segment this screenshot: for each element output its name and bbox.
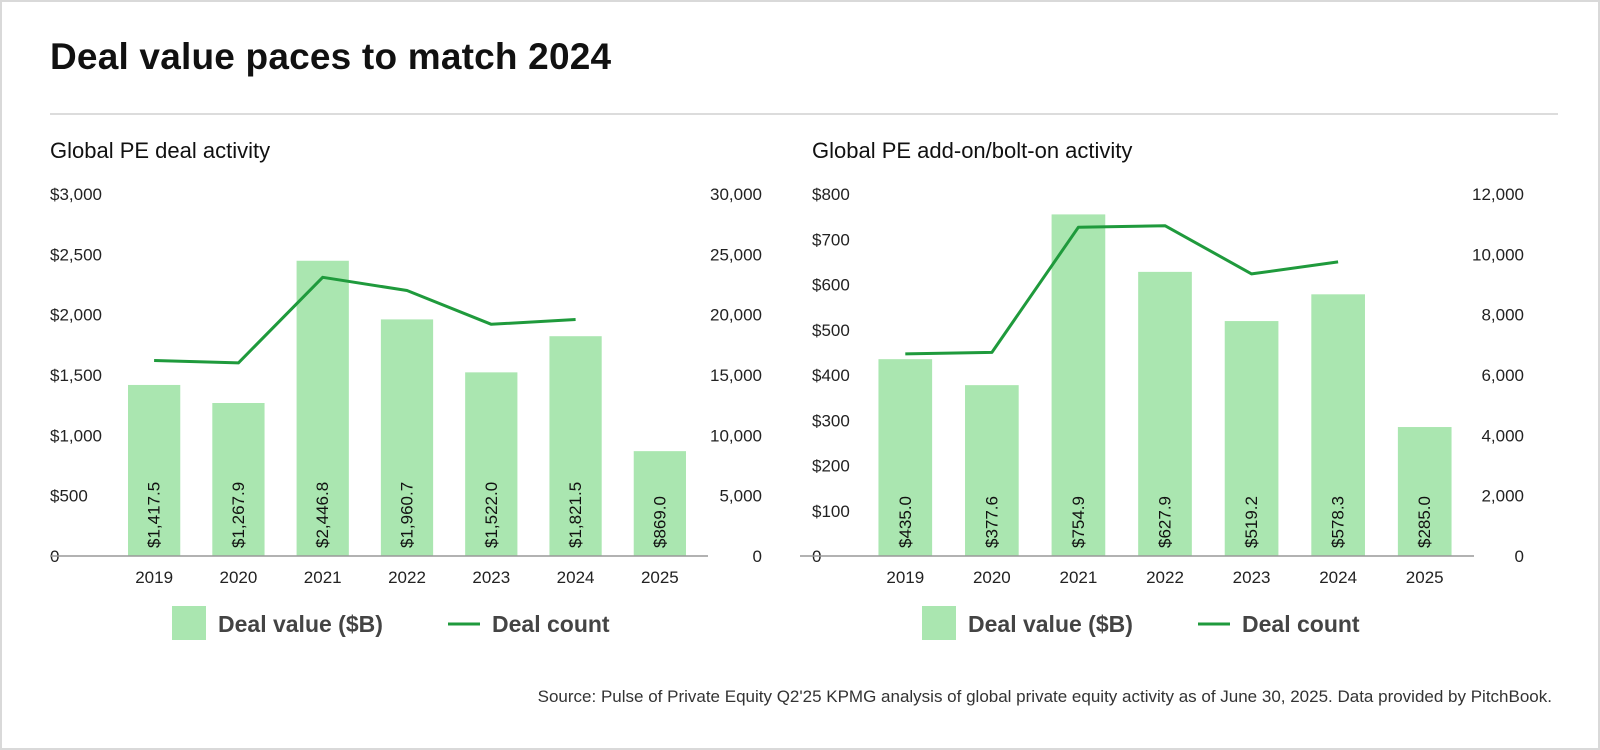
bar-2023 (465, 372, 518, 556)
chart-title-addon-activity: Global PE add-on/bolt-on activity (812, 138, 1133, 163)
y-right-tick-label: 25,000 (710, 245, 762, 264)
bar-data-label: $285.0 (1415, 496, 1434, 548)
x-tick-label: 2022 (388, 568, 426, 587)
legend-deal-value-label: Deal value ($B) (218, 611, 383, 637)
x-tick-label: 2020 (973, 568, 1011, 587)
deal-activity-chart: 0$500$1,000$1,500$2,000$2,500$3,00005,00… (50, 185, 762, 640)
y-left-tick-label: $800 (812, 185, 850, 204)
bar-data-label: $435.0 (896, 496, 915, 548)
bar-2021 (1051, 214, 1106, 556)
y-right-tick-label: 5,000 (719, 487, 762, 506)
y-left-tick-label: $2,500 (50, 245, 102, 264)
bar-data-label: $1,522.0 (482, 482, 501, 548)
deal-count-line (154, 275, 576, 365)
source-note: Source: Pulse of Private Equity Q2'25 KP… (537, 687, 1552, 706)
x-tick-label: 2025 (1406, 568, 1444, 587)
y-right-tick-label: 10,000 (710, 426, 762, 445)
y-right-tick-label: 15,000 (710, 366, 762, 385)
legend-deal-count-label: Deal count (1242, 611, 1360, 637)
bar-2025 (633, 451, 686, 556)
x-tick-label: 2023 (1233, 568, 1271, 587)
bar-data-label: $2,446.8 (313, 482, 332, 548)
y-right-tick-label: 30,000 (710, 185, 762, 204)
bar-data-label: $754.9 (1069, 496, 1088, 548)
y-right-tick-label: 4,000 (1481, 426, 1524, 445)
y-right-tick-label: 0 (753, 547, 762, 566)
x-tick-label: 2021 (304, 568, 342, 587)
x-tick-label: 2024 (557, 568, 595, 587)
y-left-tick-label: $600 (812, 276, 850, 295)
bar-data-label: $1,267.9 (229, 482, 248, 548)
y-right-tick-label: 6,000 (1481, 366, 1524, 385)
y-left-tick-label: $1,000 (50, 426, 102, 445)
y-left-tick-label: $200 (812, 457, 850, 476)
bar-data-label: $1,821.5 (566, 482, 585, 548)
x-tick-label: 2019 (135, 568, 173, 587)
legend-bar-swatch (922, 606, 956, 640)
bar-data-label: $627.9 (1156, 496, 1175, 548)
bar-2024 (1311, 294, 1365, 556)
bar-data-label: $869.0 (650, 496, 669, 548)
y-left-tick-label: $2,000 (50, 306, 102, 325)
bar-2019 (128, 384, 181, 556)
y-right-tick-label: 2,000 (1481, 487, 1524, 506)
bar-2020 (965, 385, 1019, 556)
y-left-tick-label: $100 (812, 502, 850, 521)
x-tick-label: 2023 (472, 568, 510, 587)
y-right-tick-label: 8,000 (1481, 306, 1524, 325)
x-tick-label: 2019 (886, 568, 924, 587)
bar-2019 (878, 359, 933, 556)
bar-2022 (1138, 271, 1192, 556)
bar-2021 (296, 260, 349, 556)
y-right-tick-label: 10,000 (1472, 245, 1524, 264)
bar-2022 (380, 319, 434, 556)
y-left-tick-label: $1,500 (50, 366, 102, 385)
legend-bar-swatch (172, 606, 206, 640)
y-right-tick-label: 20,000 (710, 306, 762, 325)
bar-data-label: $1,417.5 (145, 482, 164, 548)
y-left-tick-label: $400 (812, 366, 850, 385)
x-tick-label: 2021 (1060, 568, 1098, 587)
bar-data-label: $377.6 (982, 496, 1001, 548)
x-tick-label: 2025 (641, 568, 679, 587)
bar-data-label: $1,960.7 (398, 482, 417, 548)
y-left-tick-label: $300 (812, 411, 850, 430)
legend-deal-value-label: Deal value ($B) (968, 611, 1133, 637)
legend-deal-count-label: Deal count (492, 611, 610, 637)
x-tick-label: 2024 (1319, 568, 1357, 587)
y-right-tick-label: 0 (1515, 547, 1524, 566)
bar-data-label: $578.3 (1329, 496, 1348, 548)
y-left-tick-label: $500 (812, 321, 850, 340)
x-tick-label: 2022 (1146, 568, 1184, 587)
y-left-tick-label: $3,000 (50, 185, 102, 204)
y-left-tick-label: $500 (50, 487, 88, 506)
bar-data-label: $519.2 (1242, 496, 1261, 548)
page-title: Deal value paces to match 2024 (50, 36, 612, 77)
chart-title-deal-activity: Global PE deal activity (50, 138, 271, 163)
title-divider (50, 113, 1558, 115)
bar-2023 (1224, 321, 1279, 556)
bar-2024 (549, 336, 602, 556)
bar-2020 (212, 403, 265, 556)
y-right-tick-label: 12,000 (1472, 185, 1524, 204)
y-left-tick-label: $700 (812, 230, 850, 249)
bar-2025 (1397, 427, 1452, 556)
deal-count-line (905, 224, 1339, 356)
addon-activity-chart: 0$100$200$300$400$500$600$700$80002,0004… (800, 185, 1524, 640)
x-tick-label: 2020 (220, 568, 258, 587)
